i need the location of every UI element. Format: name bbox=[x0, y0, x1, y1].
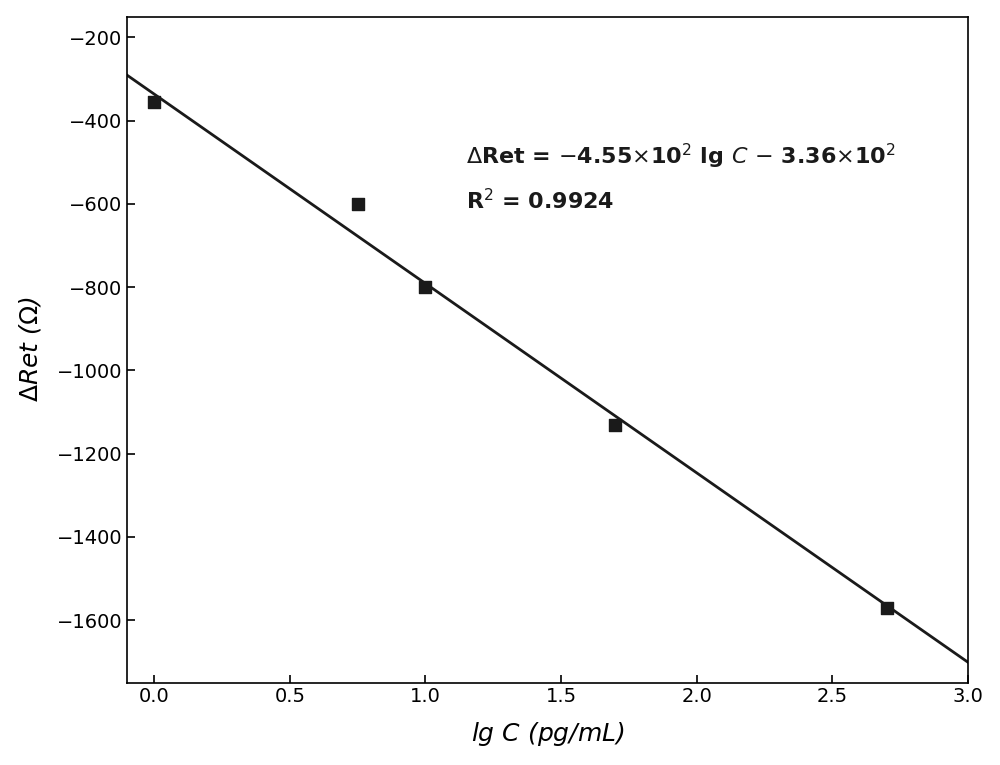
Y-axis label: $\it{\Delta Ret}$ ($\Omega$): $\it{\Delta Ret}$ ($\Omega$) bbox=[17, 297, 43, 402]
Point bbox=[607, 418, 623, 431]
Point bbox=[417, 281, 433, 293]
Point bbox=[350, 198, 366, 210]
Point bbox=[146, 96, 162, 108]
Point bbox=[879, 601, 895, 614]
Text: $\Delta$Ret = $-$4.55$\times$10$^{2}$ lg $\it{C}$ $-$ 3.36$\times$10$^{2}$
R$^{2: $\Delta$Ret = $-$4.55$\times$10$^{2}$ lg… bbox=[466, 142, 896, 213]
X-axis label: $\it{lg}\ \it{C}$ (pg/mL): $\it{lg}\ \it{C}$ (pg/mL) bbox=[471, 721, 624, 748]
